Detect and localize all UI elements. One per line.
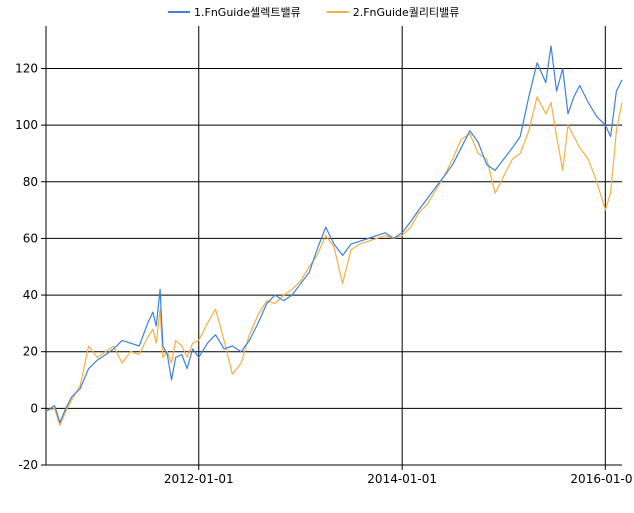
y-tick-label: 40 — [23, 288, 38, 302]
x-tick-label: 2016-01-01 — [570, 472, 634, 486]
y-tick-label: 20 — [23, 345, 38, 359]
legend-label-1: 1.FnGuide셀렉트밸류 — [194, 6, 301, 19]
series-group — [45, 45, 623, 426]
series-line-2 — [45, 96, 623, 426]
legend-label-2: 2.FnGuide퀄리티밸류 — [353, 6, 460, 19]
legend: 1.FnGuide셀렉트밸류 2.FnGuide퀄리티밸류 — [168, 6, 459, 19]
y-tick-label: 100 — [15, 118, 38, 132]
y-axis-tick-labels: -20 0 20 40 60 80 100 120 — [15, 61, 38, 472]
y-tick-label: 60 — [23, 231, 38, 245]
x-axis-tick-labels: 2012-01-01 2014-01-01 2016-01-01 — [164, 472, 634, 486]
axes — [41, 26, 622, 466]
y-tick-label: 0 — [30, 401, 38, 415]
series-line-1 — [45, 45, 623, 424]
y-tick-label: 80 — [23, 175, 38, 189]
x-tick-label: 2014-01-01 — [367, 472, 437, 486]
y-tick-label: 120 — [15, 61, 38, 75]
y-tick-label: -20 — [18, 458, 38, 472]
x-tick-label: 2012-01-01 — [164, 472, 234, 486]
